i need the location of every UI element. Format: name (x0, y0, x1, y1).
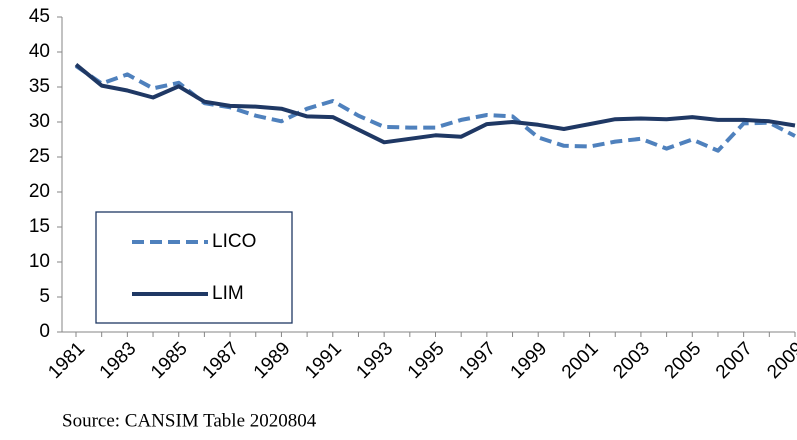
y-tick-label: 25 (29, 146, 50, 167)
x-tick-label: 2005 (661, 338, 706, 383)
y-tick-label: 0 (39, 321, 50, 342)
x-tick-label: 1997 (455, 338, 500, 383)
x-tick-label: 1991 (301, 338, 346, 383)
line-series (74, 64, 796, 153)
x-tick-label: 2007 (712, 338, 757, 383)
x-tick-label: 1993 (352, 338, 397, 383)
x-tick-label: 2009 (763, 338, 797, 383)
legend-label: LIM (212, 283, 244, 304)
y-tick-label: 20 (29, 181, 50, 202)
y-tick-label: 35 (29, 76, 50, 97)
x-tick-label: 1987 (198, 338, 243, 383)
legend-label: LICO (212, 231, 256, 252)
y-tick-label: 10 (29, 251, 50, 272)
line-series (74, 63, 796, 145)
y-tick-label: 15 (29, 216, 50, 237)
x-tick-label: 1989 (250, 338, 295, 383)
x-tick-label: 1995 (404, 338, 449, 383)
legend-box (95, 211, 293, 324)
x-tick-label: 2003 (609, 338, 654, 383)
x-tick-label: 1983 (96, 338, 141, 383)
x-tick-label: 2001 (558, 338, 603, 383)
x-tick-label: 1981 (44, 338, 89, 383)
x-tick-label: 1985 (147, 338, 192, 383)
y-tick-label: 45 (29, 6, 50, 27)
x-tick-label: 1999 (507, 338, 552, 383)
source-note: Source: CANSIM Table 2020804 (62, 410, 317, 431)
y-tick-label: 30 (29, 111, 50, 132)
y-tick-label: 5 (39, 286, 50, 307)
y-tick-label: 40 (29, 41, 50, 62)
